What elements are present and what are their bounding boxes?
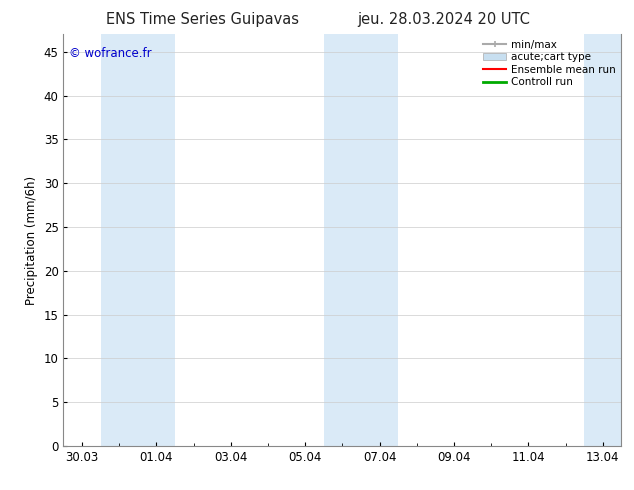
Y-axis label: Precipitation (mm/6h): Precipitation (mm/6h): [25, 175, 38, 305]
Text: ENS Time Series Guipavas: ENS Time Series Guipavas: [107, 12, 299, 27]
Text: © wofrance.fr: © wofrance.fr: [69, 47, 152, 60]
Text: jeu. 28.03.2024 20 UTC: jeu. 28.03.2024 20 UTC: [358, 12, 530, 27]
Bar: [324, 34, 398, 446]
Legend: min/max, acute;cart type, Ensemble mean run, Controll run: min/max, acute;cart type, Ensemble mean …: [481, 37, 618, 89]
Bar: [101, 34, 175, 446]
Bar: [584, 34, 621, 446]
